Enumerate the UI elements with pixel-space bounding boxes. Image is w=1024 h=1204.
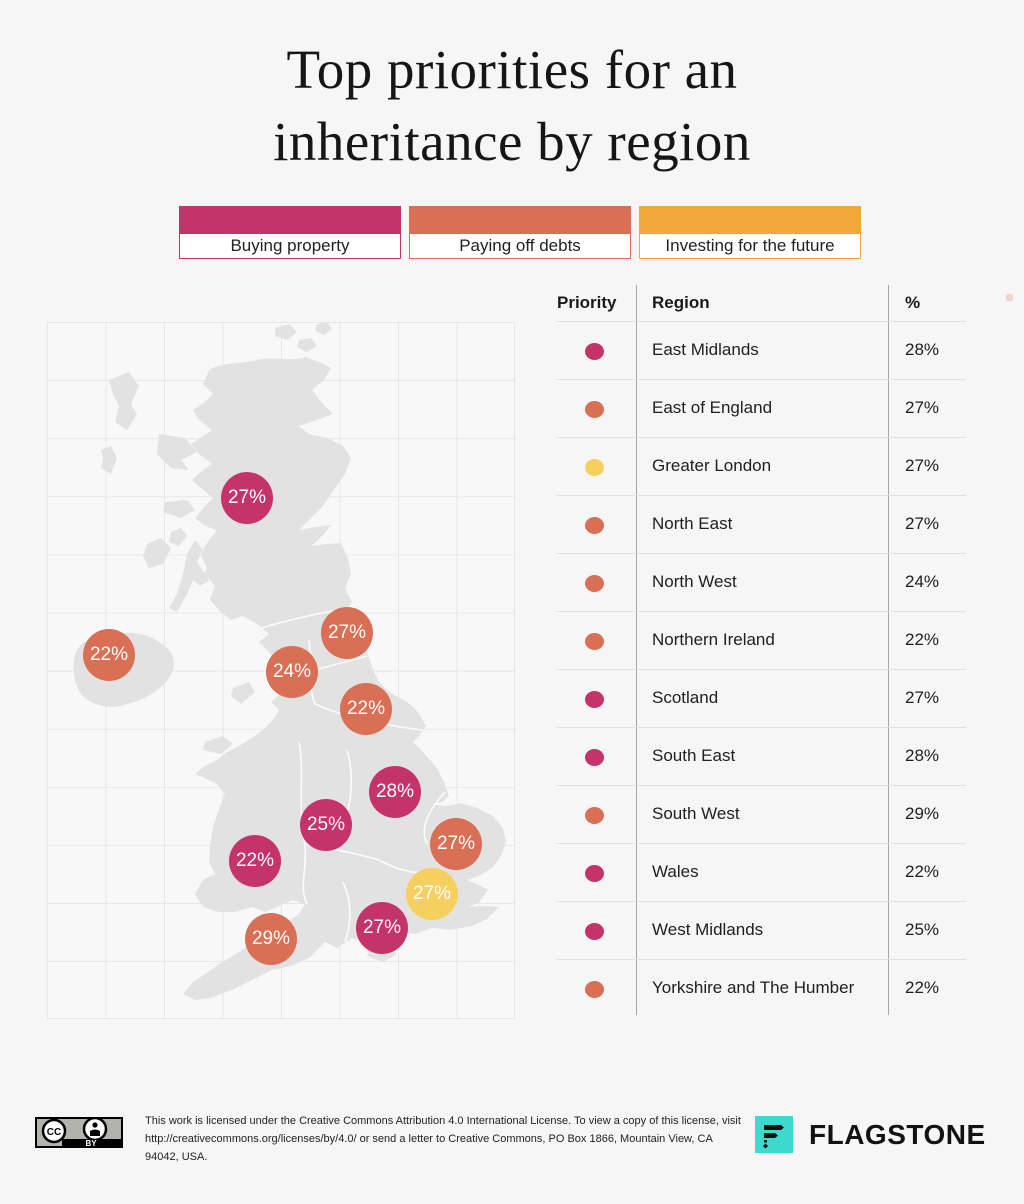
brand-name: FLAGSTONE: [809, 1118, 986, 1150]
region-name: East Midlands: [652, 340, 759, 359]
legend-color-swatch: [180, 207, 400, 234]
priority-dot: [585, 459, 604, 476]
region-percent: 27%: [905, 398, 940, 417]
title-line-1: Top priorities for an: [286, 39, 738, 100]
region-percent: 24%: [905, 572, 940, 591]
legend-color-swatch: [410, 207, 630, 234]
region-percent: 22%: [905, 862, 940, 881]
table-row: Greater London 27%: [556, 437, 966, 495]
legend-item: Buying property: [179, 206, 401, 259]
legend-item: Investing for the future: [639, 206, 861, 259]
table-row: North East 27%: [556, 495, 966, 553]
map-marker: 25%: [300, 799, 352, 851]
region-percent: 28%: [905, 746, 940, 765]
priority-dot: [585, 749, 604, 766]
region-percent: 27%: [905, 688, 940, 707]
table-row: Yorkshire and The Humber 22%: [556, 959, 966, 1017]
region-name: North East: [652, 514, 733, 533]
svg-text:CC: CC: [47, 1127, 61, 1138]
cc-by-badge: CC BY: [35, 1117, 123, 1148]
map-marker: 27%: [221, 472, 273, 524]
priority-dot: [585, 691, 604, 708]
map-marker: 24%: [266, 646, 318, 698]
legend: Buying property Paying off debts Investi…: [179, 206, 861, 259]
priority-dot: [585, 343, 604, 360]
person-icon: [82, 1117, 108, 1142]
table-divider-1: [636, 285, 637, 1015]
map-marker: 27%: [430, 818, 482, 870]
uk-map-panel: 27% 22% 27% 24% 22% 28% 25% 22% 27% 27% 27% 29%: [47, 322, 515, 1019]
priority-dot: [585, 981, 604, 998]
flagstone-flag-icon: [755, 1116, 793, 1153]
priority-dot: [585, 575, 604, 592]
legend-label: Buying property: [230, 236, 350, 255]
license-line-2: http://creativecommons.org/licenses/by/4…: [145, 1133, 713, 1163]
legend-color-swatch: [640, 207, 860, 234]
legend-label: Investing for the future: [665, 236, 835, 255]
map-marker: 27%: [406, 868, 458, 920]
table-divider-2: [888, 285, 889, 1015]
table-row: East of England 27%: [556, 379, 966, 437]
table-row: Wales 22%: [556, 843, 966, 901]
map-marker: 22%: [340, 683, 392, 735]
license-text: This work is licensed under the Creative…: [145, 1112, 745, 1166]
license-line-1: This work is licensed under the Creative…: [145, 1115, 741, 1127]
cc-icon: CC: [41, 1118, 67, 1144]
brand-logo: FLAGSTONE: [755, 1116, 986, 1153]
region-percent: 25%: [905, 920, 940, 939]
priority-dot: [585, 633, 604, 650]
priority-dot: [585, 517, 604, 534]
region-percent: 27%: [905, 456, 940, 475]
page-title: Top priorities for an inheritance by reg…: [0, 34, 1024, 178]
priority-dot: [585, 807, 604, 824]
priority-dot: [585, 865, 604, 882]
artifact-dot: [1006, 294, 1013, 301]
table-row: West Midlands 25%: [556, 901, 966, 959]
region-name: South East: [652, 746, 736, 765]
region-name: North West: [652, 572, 737, 591]
header-priority: Priority: [557, 293, 617, 312]
region-percent: 27%: [905, 514, 940, 533]
region-percent: 29%: [905, 804, 940, 823]
map-marker: 27%: [321, 607, 373, 659]
legend-label: Paying off debts: [459, 236, 581, 255]
regions-table: Priority Region % East Midlands 28% East…: [556, 285, 966, 1017]
header-percent: %: [905, 293, 921, 312]
priority-dot: [585, 923, 604, 940]
legend-item: Paying off debts: [409, 206, 631, 259]
region-percent: 22%: [905, 978, 940, 997]
region-name: Yorkshire and The Humber: [652, 978, 855, 997]
table-row: East Midlands 28%: [556, 321, 966, 379]
map-marker: 28%: [369, 766, 421, 818]
title-line-2: inheritance by region: [273, 111, 751, 172]
header-region: Region: [652, 293, 710, 312]
map-marker: 29%: [245, 913, 297, 965]
priority-dot: [585, 401, 604, 418]
region-name: Scotland: [652, 688, 719, 707]
region-percent: 28%: [905, 340, 940, 359]
region-name: South West: [652, 804, 740, 823]
region-name: Wales: [652, 862, 699, 881]
table-row: South East 28%: [556, 727, 966, 785]
table-row: South West 29%: [556, 785, 966, 843]
table-row: North West 24%: [556, 553, 966, 611]
svg-text:BY: BY: [85, 1139, 97, 1148]
region-name: West Midlands: [652, 920, 764, 939]
map-marker: 22%: [83, 629, 135, 681]
map-marker: 22%: [229, 835, 281, 887]
region-name: Northern Ireland: [652, 630, 775, 649]
map-marker: 27%: [356, 902, 408, 954]
table-row: Northern Ireland 22%: [556, 611, 966, 669]
region-percent: 22%: [905, 630, 940, 649]
table-header: Priority Region %: [556, 285, 966, 321]
table-row: Scotland 27%: [556, 669, 966, 727]
region-name: Greater London: [652, 456, 772, 475]
region-name: East of England: [652, 398, 773, 417]
